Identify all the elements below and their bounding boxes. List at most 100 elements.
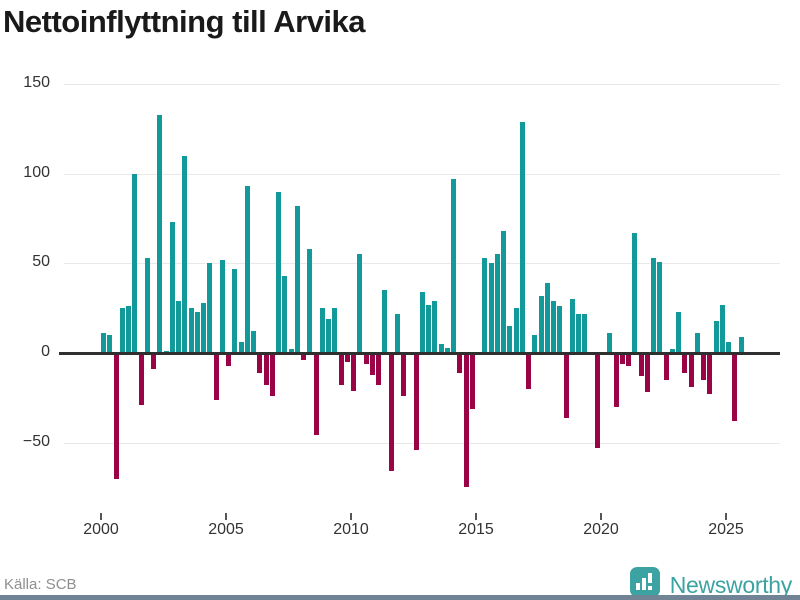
bar-2012Q4: [419, 292, 425, 353]
bar-2024Q1: [701, 353, 707, 380]
bar-2005Q3: [238, 342, 244, 353]
y-axis-label-0: 0: [41, 343, 50, 360]
gridline-150: [64, 84, 780, 86]
bar-2009Q1: [326, 318, 332, 353]
bar-2018Q2: [557, 306, 563, 353]
source-text: Källa: SCB: [4, 576, 77, 593]
bar-2005Q4: [244, 186, 250, 353]
x-tick-2010: [350, 513, 352, 520]
gridline--50: [64, 442, 780, 444]
bar-2011Q3: [388, 353, 394, 472]
bar-2024Q2: [707, 353, 713, 395]
bar-2002Q1: [151, 353, 157, 370]
x-tick-2025: [725, 513, 727, 520]
bar-2001Q2: [132, 173, 138, 353]
bar-2014Q1: [451, 179, 457, 353]
bar-2022Q1: [651, 257, 657, 353]
bar-2010Q1: [351, 353, 357, 391]
bar-2003Q4: [194, 311, 200, 353]
bar-2013Q2: [432, 300, 438, 353]
bar-2011Q2: [382, 290, 388, 353]
bar-2019Q2: [582, 313, 588, 353]
bar-2016Q3: [513, 308, 519, 353]
x-axis-label-2015: 2015: [458, 521, 494, 538]
y-axis-label-100: 100: [23, 163, 50, 181]
bar-2021Q3: [638, 353, 644, 377]
bar-2001Q1: [126, 306, 132, 353]
bar-2004Q2: [207, 263, 213, 353]
bar-2023Q1: [676, 311, 682, 353]
bar-2012Q3: [413, 353, 419, 450]
bar-2013Q1: [426, 304, 432, 353]
bar-2008Q3: [313, 353, 319, 436]
bar-2015Q3: [488, 263, 494, 353]
chart-title: Nettoinflyttning till Arvika: [3, 4, 366, 39]
bar-chart-plot-area: 150 100 50 0 −50 2000 2005 2010 2015 2020 2025: [22, 74, 780, 538]
bar-2021Q4: [644, 353, 650, 393]
bar-2004Q4: [219, 259, 225, 353]
bar-2003Q3: [188, 308, 194, 353]
bar-2005Q2: [232, 268, 238, 353]
bar-2017Q4: [544, 283, 550, 353]
bar-2004Q1: [201, 302, 207, 353]
bar-2018Q1: [551, 300, 557, 353]
bar-2024Q3: [713, 320, 719, 353]
bar-2012Q1: [401, 353, 407, 397]
bar-2013Q3: [438, 344, 444, 353]
x-axis-label-2020: 2020: [583, 521, 619, 538]
bar-2024Q4: [719, 304, 725, 353]
bar-2000Q2: [107, 335, 113, 353]
bar-2011Q1: [376, 353, 382, 386]
x-axis-label-2025: 2025: [708, 521, 744, 538]
bar-2007Q1: [276, 191, 282, 353]
bar-2021Q2: [632, 232, 638, 353]
bar-2000Q1: [101, 333, 107, 353]
x-axis-label-2010: 2010: [333, 521, 369, 538]
bar-2003Q2: [182, 155, 188, 353]
bar-2019Q4: [594, 353, 600, 449]
y-axis-label-50: 50: [32, 253, 50, 271]
bar-2010Q2: [357, 254, 363, 353]
bar-2002Q2: [157, 114, 163, 353]
bar-2016Q2: [507, 326, 513, 353]
newsworthy-wordmark: Newsworthy: [669, 571, 793, 598]
bar-2015Q2: [482, 257, 488, 353]
bar-2025Q2: [732, 353, 738, 422]
bar-2022Q3: [663, 353, 669, 380]
bar-2021Q1: [626, 353, 632, 366]
y-axis-label--50: −50: [22, 432, 50, 450]
bar-2018Q4: [569, 299, 575, 353]
bar-2001Q3: [138, 353, 144, 405]
bottom-accent-strip: [0, 595, 800, 600]
x-tick-2020: [600, 513, 602, 520]
bar-2020Q3: [613, 353, 619, 407]
bar-2011Q4: [394, 313, 400, 353]
bar-2009Q4: [344, 353, 350, 362]
bar-2007Q4: [294, 205, 300, 353]
bar-2016Q1: [501, 231, 507, 353]
x-tick-2015: [475, 513, 477, 520]
bar-2018Q3: [563, 353, 569, 418]
y-axis-label-150: 150: [23, 74, 50, 92]
bar-2010Q3: [363, 353, 369, 364]
bar-2017Q1: [526, 353, 532, 389]
bar-2019Q1: [576, 313, 582, 353]
bar-2023Q2: [682, 353, 688, 373]
bar-2008Q4: [319, 308, 325, 353]
bar-2020Q4: [619, 353, 625, 364]
bar-2008Q1: [301, 353, 307, 361]
bar-2014Q4: [469, 353, 475, 409]
x-axis-zero-line: [59, 352, 780, 355]
x-axis-label-2005: 2005: [208, 521, 244, 538]
bar-2007Q3: [288, 349, 294, 353]
bar-2020Q2: [607, 333, 613, 353]
bar-2016Q4: [519, 121, 525, 353]
bar-2017Q2: [532, 335, 538, 353]
bar-2010Q4: [369, 353, 375, 375]
bar-2005Q1: [226, 353, 232, 366]
bar-2015Q4: [494, 254, 500, 353]
bar-2014Q3: [463, 353, 469, 488]
bar-2008Q2: [307, 248, 313, 353]
bar-2009Q3: [338, 353, 344, 386]
